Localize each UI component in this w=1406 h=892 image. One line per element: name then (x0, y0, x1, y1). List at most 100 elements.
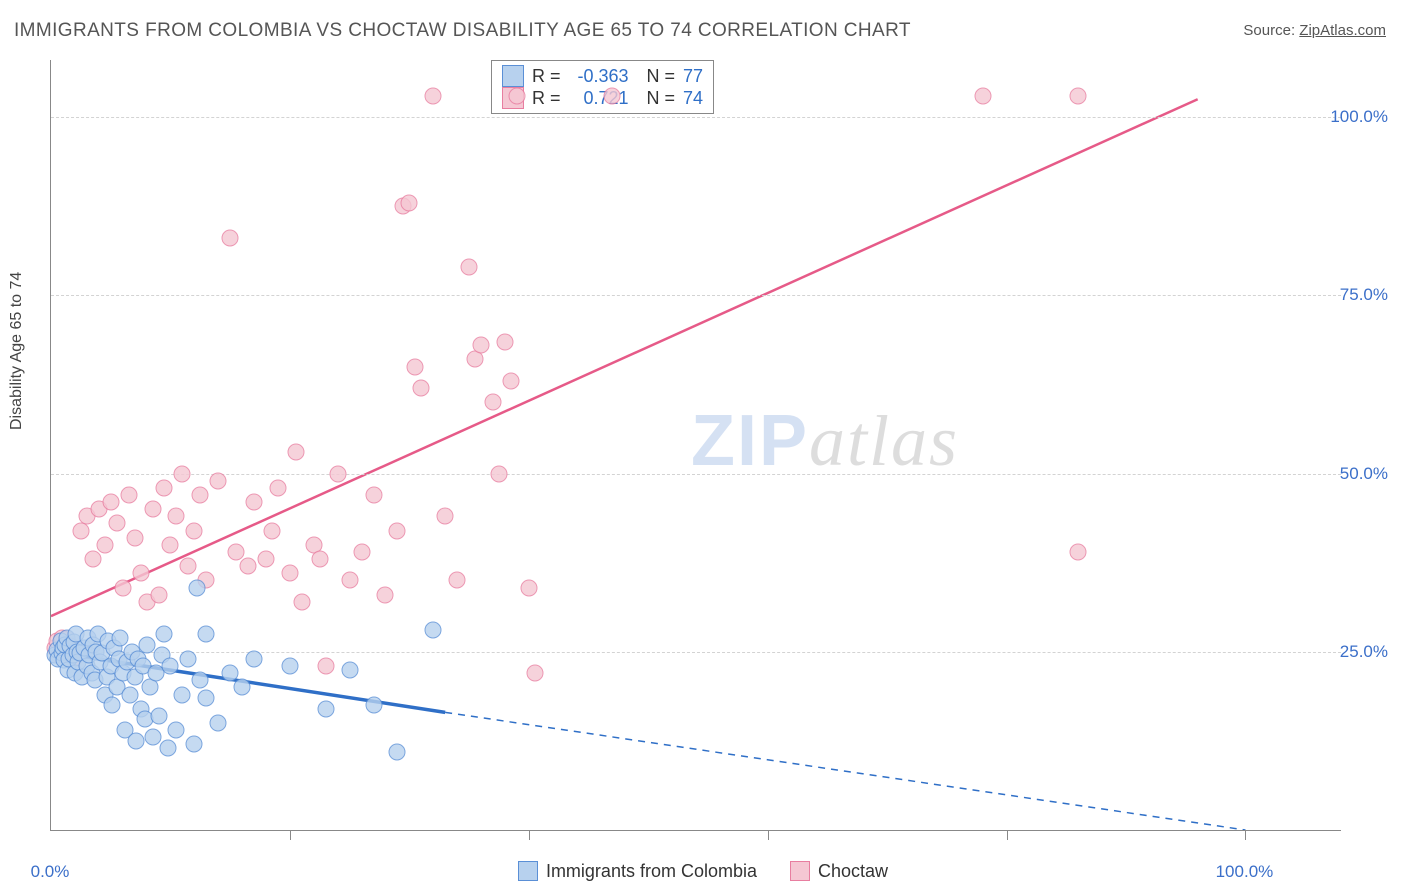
point-series-b (520, 579, 537, 596)
point-series-b (168, 508, 185, 525)
point-series-a (425, 622, 442, 639)
stats-legend-row-b: R = 0.721 N = 74 (502, 87, 703, 109)
point-series-a (180, 650, 197, 667)
point-series-b (484, 394, 501, 411)
point-series-a (174, 686, 191, 703)
point-series-b (180, 558, 197, 575)
point-series-a (168, 722, 185, 739)
point-series-a (188, 579, 205, 596)
x-tick-label: 0.0% (31, 862, 70, 882)
point-series-a (198, 625, 215, 642)
point-series-b (228, 543, 245, 560)
point-series-b (490, 465, 507, 482)
gridline-h (51, 117, 1341, 118)
point-series-b (287, 444, 304, 461)
x-tick-label: 100.0% (1216, 862, 1274, 882)
trend-lines-layer (51, 60, 1341, 830)
stats-n-label: N = (647, 88, 676, 109)
trend-line (51, 99, 1198, 616)
stats-legend-row-a: R = -0.363 N = 77 (502, 65, 703, 87)
point-series-b (974, 87, 991, 104)
y-tick-label: 100.0% (1330, 107, 1388, 127)
point-series-b (425, 87, 442, 104)
point-series-b (192, 486, 209, 503)
source-attribution: Source: ZipAtlas.com (1243, 22, 1386, 39)
gridline-h (51, 474, 1341, 475)
x-tick (1007, 830, 1008, 840)
point-series-a (150, 707, 167, 724)
point-series-b (1070, 87, 1087, 104)
x-tick (1245, 830, 1246, 840)
legend-bottom: Immigrants from Colombia Choctaw (0, 861, 1406, 887)
point-series-a (160, 740, 177, 757)
chart-container: IMMIGRANTS FROM COLOMBIA VS CHOCTAW DISA… (0, 0, 1406, 892)
point-series-a (281, 658, 298, 675)
x-tick (290, 830, 291, 840)
point-series-b (102, 494, 119, 511)
watermark: ZIPatlas (691, 400, 959, 483)
point-series-b (502, 372, 519, 389)
point-series-a (156, 625, 173, 642)
point-series-b (449, 572, 466, 589)
point-series-a (186, 736, 203, 753)
point-series-b (150, 586, 167, 603)
stats-n-value-b: 74 (683, 88, 703, 109)
point-series-b (377, 586, 394, 603)
point-series-b (437, 508, 454, 525)
point-series-a (103, 697, 120, 714)
point-series-a (138, 636, 155, 653)
point-series-b (240, 558, 257, 575)
point-series-b (246, 494, 263, 511)
point-series-a (192, 672, 209, 689)
point-series-b (222, 230, 239, 247)
swatch-series-b (790, 861, 810, 881)
point-series-b (263, 522, 280, 539)
point-series-b (210, 472, 227, 489)
source-link[interactable]: ZipAtlas.com (1299, 22, 1386, 39)
point-series-b (317, 658, 334, 675)
point-series-a (162, 658, 179, 675)
point-series-b (96, 536, 113, 553)
y-tick-label: 75.0% (1340, 285, 1388, 305)
point-series-b (174, 465, 191, 482)
stats-r-label: R = (532, 66, 561, 87)
point-series-b (293, 593, 310, 610)
point-series-a (389, 743, 406, 760)
point-series-a (210, 715, 227, 732)
point-series-b (126, 529, 143, 546)
point-series-b (269, 479, 286, 496)
legend-label-a: Immigrants from Colombia (546, 861, 757, 882)
point-series-b (132, 565, 149, 582)
point-series-b (144, 501, 161, 518)
point-series-b (496, 333, 513, 350)
point-series-b (473, 337, 490, 354)
point-series-b (114, 579, 131, 596)
stats-legend: R = -0.363 N = 77 R = 0.721 N = 74 (491, 60, 714, 114)
trend-line (445, 712, 1245, 830)
plot-area: ZIPatlas R = -0.363 N = 77 R = 0.721 N =… (50, 60, 1341, 831)
point-series-b (108, 515, 125, 532)
point-series-b (329, 465, 346, 482)
y-tick-label: 50.0% (1340, 464, 1388, 484)
point-series-a (144, 729, 161, 746)
point-series-a (112, 629, 129, 646)
point-series-b (407, 358, 424, 375)
source-label: Source: (1243, 22, 1295, 39)
point-series-a (222, 665, 239, 682)
point-series-a (246, 650, 263, 667)
point-series-b (526, 665, 543, 682)
x-tick (529, 830, 530, 840)
point-series-b (413, 379, 430, 396)
point-series-a (234, 679, 251, 696)
point-series-b (281, 565, 298, 582)
x-tick (768, 830, 769, 840)
swatch-series-a (518, 861, 538, 881)
point-series-b (341, 572, 358, 589)
point-series-a (341, 661, 358, 678)
point-series-b (186, 522, 203, 539)
point-series-a (365, 697, 382, 714)
point-series-b (156, 479, 173, 496)
stats-n-label: N = (647, 66, 676, 87)
stats-n-value-a: 77 (683, 66, 703, 87)
swatch-series-a (502, 65, 524, 87)
